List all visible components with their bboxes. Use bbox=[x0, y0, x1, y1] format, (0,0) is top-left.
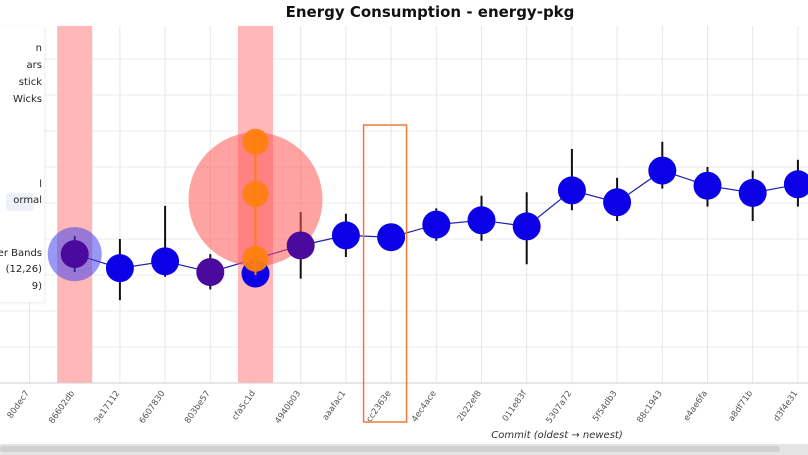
x-tick-label: 3e17112 bbox=[93, 389, 123, 426]
median-point bbox=[331, 221, 360, 250]
median-point bbox=[196, 258, 225, 287]
x-tick-label: 86602db bbox=[47, 389, 77, 426]
legend-item[interactable]: n bbox=[35, 43, 42, 54]
median-point bbox=[286, 231, 315, 260]
legend-item[interactable]: ormal bbox=[13, 195, 42, 206]
median-point bbox=[557, 176, 586, 205]
legend-item[interactable]: stick bbox=[18, 77, 42, 88]
legend-item[interactable]: er Bands bbox=[0, 248, 42, 259]
legend-item[interactable]: (12,26) bbox=[5, 264, 42, 275]
median-point bbox=[738, 178, 767, 207]
median-point bbox=[377, 223, 406, 252]
x-axis-label: Commit (oldest → newest) bbox=[491, 430, 622, 441]
median-point bbox=[105, 254, 134, 283]
legend-item[interactable]: Wicks bbox=[13, 94, 42, 105]
median-point bbox=[60, 240, 89, 269]
x-tick-label: d3f4e31 bbox=[772, 389, 800, 424]
median-point bbox=[693, 171, 722, 200]
chart-title: Energy Consumption - energy-pkg bbox=[285, 3, 575, 21]
data-points bbox=[60, 128, 808, 288]
x-tick-label: 88c1943 bbox=[635, 389, 664, 425]
x-tick-label: 80dec7 bbox=[6, 389, 32, 421]
legend-item[interactable]: l bbox=[39, 179, 42, 190]
x-tick-label: 5f54db3 bbox=[591, 389, 620, 424]
median-point bbox=[648, 156, 677, 185]
x-tick-label: 5307a72 bbox=[545, 389, 575, 426]
median-point bbox=[422, 210, 451, 239]
x-tick-label: 6607830 bbox=[138, 389, 168, 426]
median-point bbox=[783, 170, 808, 199]
x-tick-label: cc2363e bbox=[365, 389, 394, 424]
x-tick-label: e4ae6fa bbox=[682, 389, 710, 423]
legend: n ars stick Wicks l ormal er Bands (12,26) 9) bbox=[0, 26, 44, 302]
x-tick-label: 4ec4ace bbox=[410, 389, 439, 424]
grid-layer bbox=[0, 26, 808, 384]
legend-swatch-median bbox=[6, 193, 34, 211]
change-band bbox=[57, 26, 93, 383]
x-tick-label: aaafac1 bbox=[321, 389, 349, 423]
x-tick-label: 4940b03 bbox=[273, 389, 303, 426]
scrollbar-thumb[interactable] bbox=[0, 446, 780, 452]
x-tick-label: 803be57 bbox=[183, 389, 213, 426]
median-point bbox=[467, 206, 496, 235]
x-tick-label: cfa5c1d bbox=[230, 389, 258, 422]
legend-item[interactable]: ars bbox=[26, 60, 42, 71]
median-point bbox=[151, 247, 180, 276]
x-tick-label: 2b22ef8 bbox=[456, 389, 484, 424]
x-tick-label: 011e83f bbox=[501, 388, 530, 423]
x-tick-label: a8df71b bbox=[727, 389, 755, 424]
horizontal-scrollbar[interactable] bbox=[0, 444, 808, 455]
selection bbox=[362, 124, 408, 423]
legend-item[interactable]: 9) bbox=[31, 281, 42, 292]
x-axis: 80dec7 86602db 3e17112 6607830 803be57 cfa5c1… bbox=[0, 382, 808, 426]
median-point bbox=[512, 212, 541, 241]
median-point bbox=[603, 188, 632, 217]
selected-commit-frame bbox=[362, 124, 408, 423]
